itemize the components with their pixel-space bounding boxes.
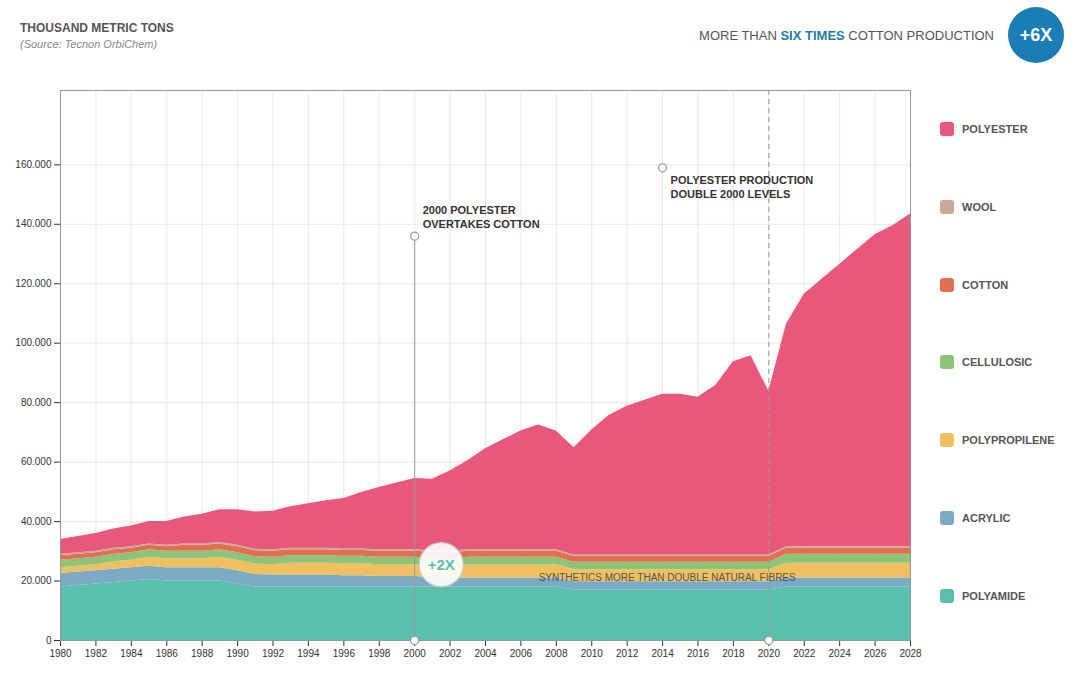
svg-text:1998: 1998 bbox=[368, 648, 391, 659]
svg-text:2006: 2006 bbox=[510, 648, 533, 659]
html-text:POLYAMIDE: POLYAMIDE bbox=[962, 590, 1026, 602]
svg-text:100.000: 100.000 bbox=[15, 337, 52, 348]
svg-text:2002: 2002 bbox=[439, 648, 462, 659]
html-text:THOUSAND METRIC TONS: THOUSAND METRIC TONS bbox=[20, 20, 174, 35]
svg-text:60.000: 60.000 bbox=[21, 456, 52, 467]
svg-text:2022: 2022 bbox=[793, 648, 816, 659]
svg-text:80.000: 80.000 bbox=[21, 397, 52, 408]
svg-text:140.000: 140.000 bbox=[15, 218, 52, 229]
html-text:COTTON: COTTON bbox=[962, 278, 1009, 291]
svg-text:40.000: 40.000 bbox=[21, 516, 52, 527]
html-text:ACRYLIC: ACRYLIC bbox=[962, 512, 1011, 525]
svg-text:2014: 2014 bbox=[651, 648, 674, 659]
svg-text:20.000: 20.000 bbox=[21, 575, 52, 586]
svg-text:2008: 2008 bbox=[545, 648, 568, 659]
html-text:WOOL: WOOL bbox=[962, 200, 997, 213]
svg-text:1990: 1990 bbox=[226, 648, 249, 659]
html-text:POLYPROPILENE: POLYPROPILENE bbox=[962, 434, 1055, 447]
svg-text:2000: 2000 bbox=[404, 648, 427, 659]
svg-text:1986: 1986 bbox=[156, 648, 179, 659]
html-text:POLYESTER: POLYESTER bbox=[962, 122, 1028, 135]
svg-text:2028: 2028 bbox=[899, 648, 922, 659]
svg-text:160.000: 160.000 bbox=[15, 159, 52, 170]
svg-text:+2X: +2X bbox=[428, 555, 455, 572]
svg-text:2010: 2010 bbox=[581, 648, 604, 659]
html-text:+6X: +6X bbox=[1019, 24, 1053, 45]
svg-text:2012: 2012 bbox=[616, 648, 639, 659]
svg-text:POLYESTER PRODUCTIONDOUBLE 200: POLYESTER PRODUCTIONDOUBLE 2000 LEVELS bbox=[671, 174, 814, 200]
svg-text:2000 POLYESTEROVERTAKES COTTON: 2000 POLYESTEROVERTAKES COTTON bbox=[423, 204, 540, 230]
svg-text:SYNTHETICS MORE THAN DOUBLE NA: SYNTHETICS MORE THAN DOUBLE NATURAL FIBR… bbox=[539, 572, 796, 583]
svg-text:1996: 1996 bbox=[333, 648, 356, 659]
svg-text:1988: 1988 bbox=[191, 648, 214, 659]
svg-text:2018: 2018 bbox=[722, 648, 745, 659]
html-text:(Source: Tecnon OrbiChem): (Source: Tecnon OrbiChem) bbox=[20, 37, 158, 50]
svg-text:1994: 1994 bbox=[297, 648, 320, 659]
svg-text:1984: 1984 bbox=[120, 648, 143, 659]
svg-text:2026: 2026 bbox=[864, 648, 887, 659]
svg-text:2004: 2004 bbox=[474, 648, 497, 659]
svg-text:120.000: 120.000 bbox=[15, 278, 52, 289]
svg-text:1992: 1992 bbox=[262, 648, 285, 659]
html-text:MORE THAN SIX TIMES COTTON PRO: MORE THAN SIX TIMES COTTON PRODUCTION bbox=[699, 27, 994, 43]
svg-text:2024: 2024 bbox=[829, 648, 852, 659]
html-text:CELLULOSIC: CELLULOSIC bbox=[962, 356, 1033, 369]
svg-text:1980: 1980 bbox=[49, 648, 72, 659]
svg-text:2020: 2020 bbox=[758, 648, 781, 659]
svg-text:2016: 2016 bbox=[687, 648, 710, 659]
svg-text:1982: 1982 bbox=[85, 648, 108, 659]
svg-text:0: 0 bbox=[46, 635, 52, 646]
